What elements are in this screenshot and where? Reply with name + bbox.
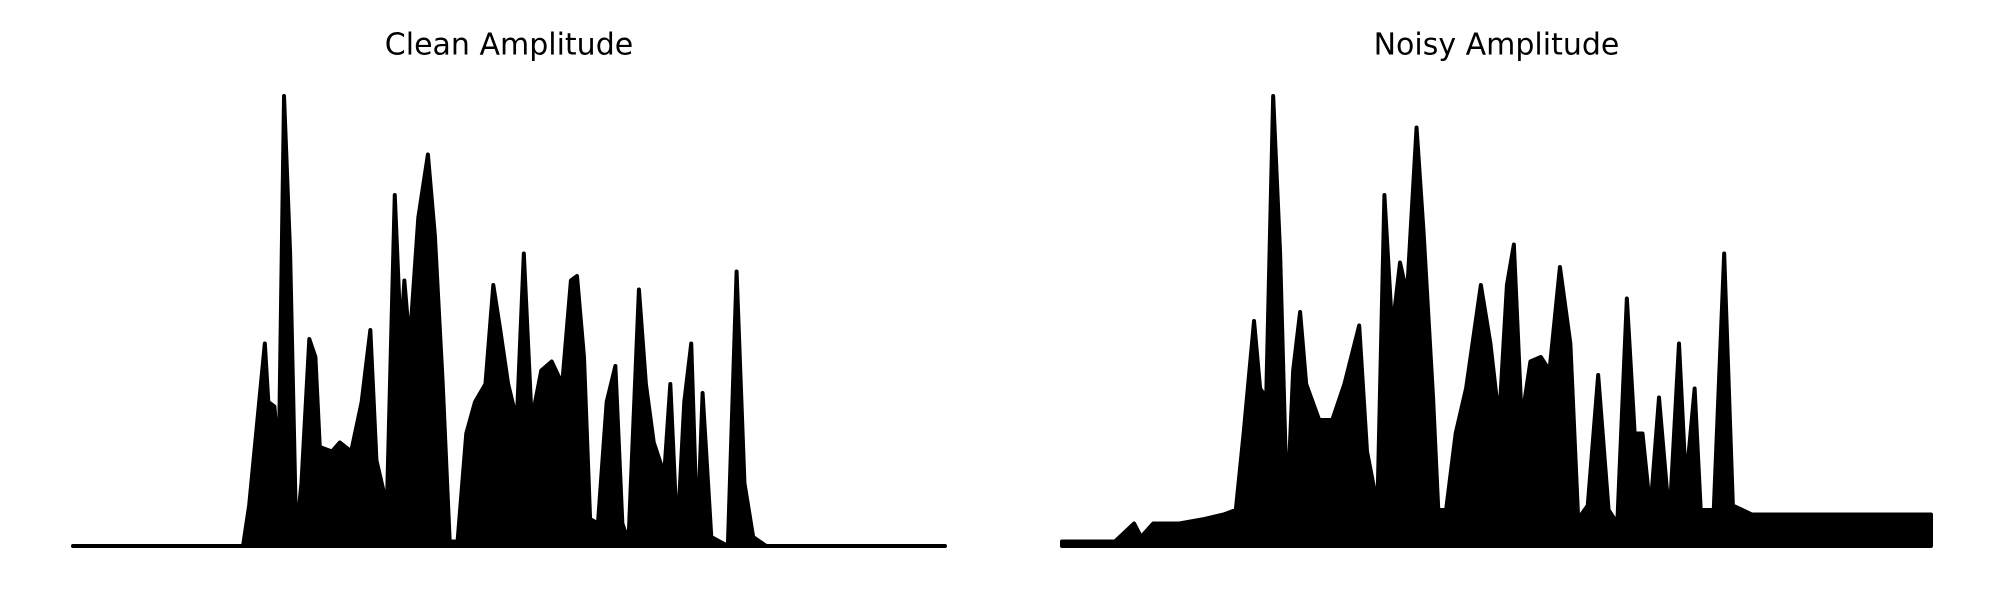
chart-title: Clean Amplitude [385, 28, 633, 63]
chart-title: Noisy Amplitude [1374, 28, 1620, 63]
amplitude-area [71, 94, 947, 548]
amplitude-area [1060, 94, 1933, 548]
